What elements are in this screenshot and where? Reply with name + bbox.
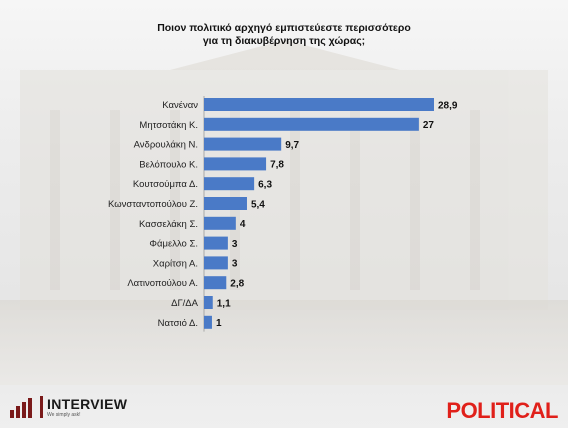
bar (204, 315, 212, 329)
value-label: 3 (232, 259, 238, 270)
interview-bars-icon (10, 396, 36, 418)
bar (204, 177, 255, 191)
category-label: Λατινοπούλου Α. (127, 278, 198, 289)
building-column (170, 110, 180, 290)
interview-logo-text: INTERVIEW (47, 396, 128, 412)
category-label: Φάμελλο Σ. (149, 239, 198, 250)
category-label: Κουτσούμπα Δ. (133, 179, 198, 190)
category-label: Χαρίτση Α. (153, 258, 198, 269)
value-label: 9,7 (285, 140, 299, 151)
value-label: 4 (240, 219, 246, 230)
category-label: Κανέναν (162, 100, 198, 111)
bar (204, 216, 236, 230)
value-label: 3 (232, 239, 238, 250)
chart-title: Ποιον πολιτικό αρχηγό εμπιστεύεστε περισ… (60, 22, 508, 48)
category-label: Ανδρουλάκη Ν. (134, 140, 198, 151)
interview-tagline: We simply ask! (47, 412, 81, 418)
bar (204, 98, 434, 111)
chart-title-line-1: Ποιον πολιτικό αρχηγό εμπιστεύεστε περισ… (157, 22, 411, 34)
category-label: Κασσελάκη Σ. (139, 219, 198, 230)
value-label: 1 (216, 318, 222, 329)
value-label: 1,1 (217, 298, 231, 309)
value-label: 2,8 (230, 279, 244, 290)
building-column (290, 110, 300, 290)
bar (204, 276, 227, 290)
value-label: 5,4 (251, 199, 265, 210)
bar (204, 256, 228, 270)
political-logo: POLITICAL (446, 398, 558, 423)
value-label: 28,9 (438, 100, 458, 111)
bar (204, 296, 213, 309)
building-column (470, 110, 480, 290)
value-label: 6,3 (258, 180, 272, 191)
bar (204, 157, 267, 171)
value-label: 7,8 (270, 160, 284, 171)
category-label: Κωνσταντοπούλου Ζ. (108, 199, 198, 210)
bar (204, 197, 247, 210)
logo-divider (40, 396, 43, 418)
building-column (110, 110, 120, 290)
bar (204, 137, 282, 151)
category-label: Βελόπουλο Κ. (139, 159, 198, 170)
bar (204, 117, 419, 131)
category-label: ΔΓ/ΔΑ (171, 298, 199, 309)
building-column (50, 110, 60, 290)
bar (204, 236, 228, 250)
category-label: Νατσιό Δ. (158, 318, 198, 329)
chart-title-line-2: για τη διακυβέρνηση της χώρας; (202, 35, 366, 47)
building-column (410, 110, 420, 290)
value-label: 27 (423, 120, 435, 131)
building-column (350, 110, 360, 290)
category-label: Μητσοτάκη Κ. (139, 120, 198, 131)
interview-logo: INTERVIEW We simply ask! (10, 396, 127, 418)
square-ground (0, 300, 568, 385)
